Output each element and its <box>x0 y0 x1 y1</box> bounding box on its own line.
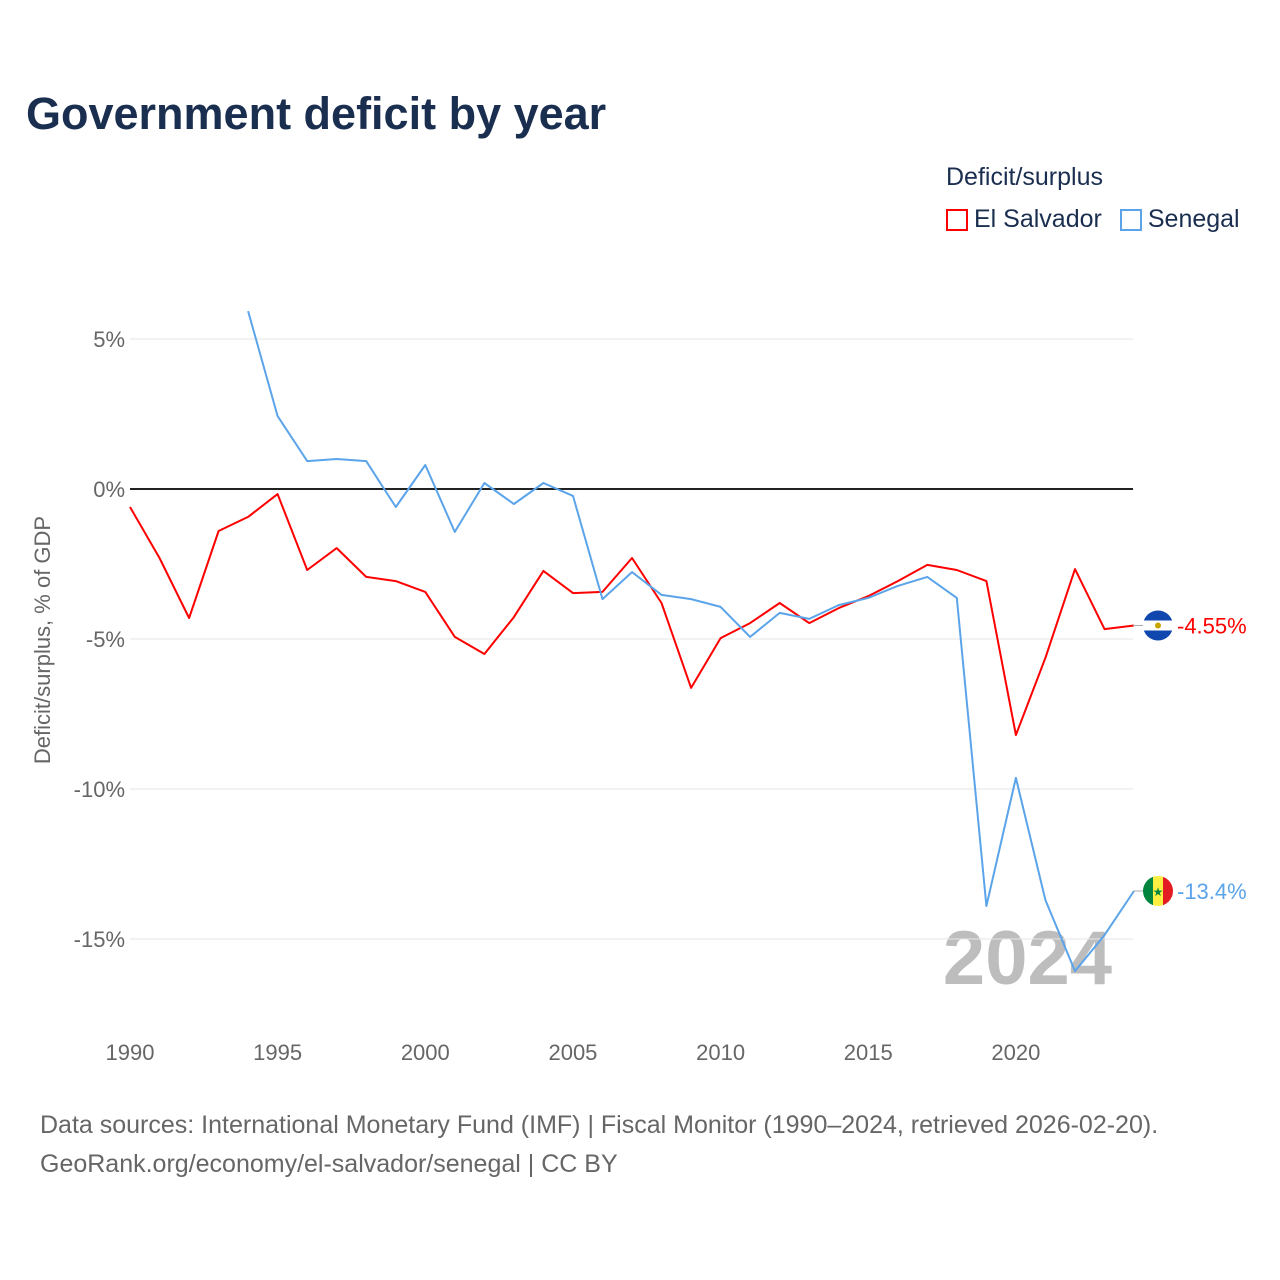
x-tick-label: 2020 <box>991 1040 1040 1065</box>
y-tick-label: 5% <box>93 327 125 352</box>
source-note: Data sources: International Monetary Fun… <box>40 1106 1158 1184</box>
x-tick-label: 1995 <box>253 1040 302 1065</box>
legend-label: El Salvador <box>974 205 1102 233</box>
el-salvador-flag-icon <box>1143 610 1173 641</box>
x-tick-label: 2010 <box>696 1040 745 1065</box>
year-watermark: 2024 <box>943 916 1112 1001</box>
y-tick-label: 0% <box>93 477 125 502</box>
legend-title: Deficit/surplus <box>946 163 1103 191</box>
chart-title: Government deficit by year <box>26 88 607 139</box>
svg-text:★: ★ <box>1153 885 1164 899</box>
legend-swatch <box>1119 208 1142 231</box>
y-axis-label: Deficit/surplus, % of GDP <box>30 516 55 764</box>
series-line-el-salvador <box>129 493 1135 736</box>
y-tick-label: -5% <box>86 627 125 652</box>
y-tick-label: -10% <box>74 777 125 802</box>
x-tick-label: 2005 <box>548 1040 597 1065</box>
legend-label: Senegal <box>1147 205 1240 233</box>
x-tick-label: 2015 <box>844 1040 893 1065</box>
end-value-label: -4.55% <box>1177 614 1247 639</box>
legend-swatch <box>946 208 968 231</box>
legend-item-senegal[interactable]: Senegal <box>1119 205 1240 234</box>
source-url[interactable]: GeoRank.org/economy/el-salvador/senegal … <box>40 1150 618 1178</box>
series-line-senegal <box>247 310 1135 973</box>
x-tick-label: 1990 <box>106 1040 155 1065</box>
legend: El Salvador Senegal <box>946 205 1240 234</box>
source-line: Data sources: International Monetary Fun… <box>40 1111 1159 1139</box>
y-tick-label: -15% <box>74 927 125 952</box>
end-value-label: -13.4% <box>1177 879 1247 904</box>
x-tick-label: 2000 <box>401 1040 450 1065</box>
senegal-flag-icon: ★ <box>1143 876 1173 906</box>
legend-item-el-salvador[interactable]: El Salvador <box>946 205 1102 234</box>
